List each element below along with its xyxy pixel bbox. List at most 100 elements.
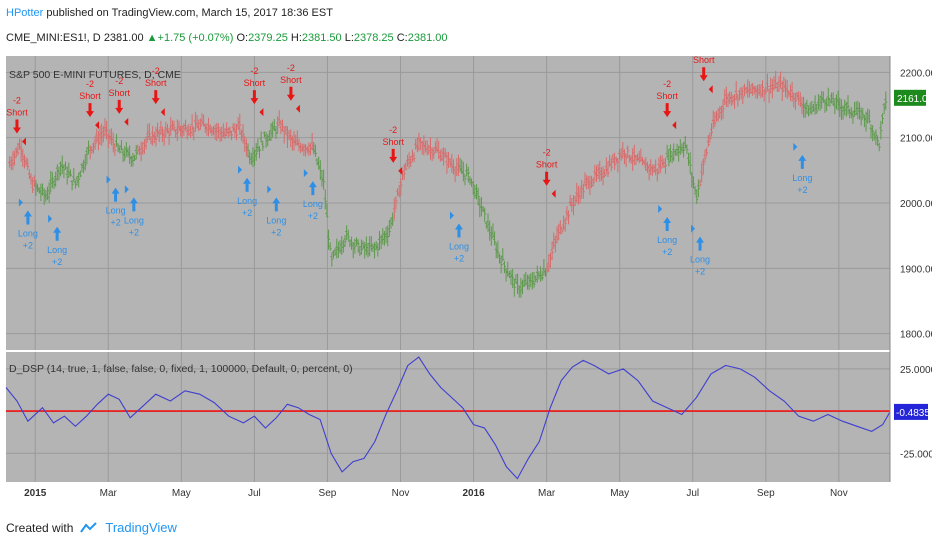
ohlc-bar <box>544 268 548 277</box>
price-bars <box>8 70 888 298</box>
oscillator-title: D_DSP (14, true, 1, false, false, 0, fix… <box>9 363 353 375</box>
long-signal-qty: +2 <box>242 208 252 218</box>
osc-value-tag-text: -0.4835 <box>896 408 930 419</box>
ohlc-bar <box>713 112 717 128</box>
ohlc-bar <box>322 169 326 190</box>
price-tick-label: 2100.00 <box>900 134 932 145</box>
long-marker-icon <box>658 205 663 213</box>
short-signal: -2 Short <box>244 66 266 117</box>
ohlc-bar <box>198 118 202 130</box>
time-tick-label: Mar <box>100 488 118 499</box>
close-value: 2381.00 <box>407 32 448 44</box>
oscillator-pane[interactable]: D_DSP (14, true, 1, false, false, 0, fix… <box>5 352 932 482</box>
long-marker-icon <box>238 165 243 174</box>
ohlc-bar <box>327 229 331 250</box>
long-signal: Long +2 <box>792 142 812 195</box>
ohlc-bar <box>83 154 87 171</box>
low-label: L: <box>344 32 354 44</box>
osc-tick-label: -25.0000 <box>900 449 932 460</box>
time-tick-label: 2015 <box>24 488 47 499</box>
ohlc-bar <box>162 129 166 146</box>
ohlc-bar <box>85 147 89 165</box>
ohlc-bar <box>496 240 500 259</box>
last-price-value: 2381.00 <box>103 32 144 44</box>
long-signal-qty: +2 <box>662 247 672 257</box>
ohlc-bar <box>147 123 151 140</box>
time-tick-label: Nov <box>830 488 848 499</box>
short-arrow-icon <box>12 119 21 134</box>
short-signal: -2 Short <box>6 95 28 146</box>
long-signal-qty: +2 <box>271 227 281 237</box>
ohlc-bar <box>399 178 403 196</box>
ohlc-bar <box>402 163 406 180</box>
tradingview-brand[interactable]: TradingView <box>105 520 177 535</box>
short-signal-qty: -2 <box>152 66 160 76</box>
ohlc-bar <box>560 226 564 235</box>
time-tick-label: Jul <box>686 488 699 499</box>
short-marker-icon <box>259 108 264 117</box>
short-marker-icon <box>21 137 26 146</box>
ohlc-bar <box>466 166 470 183</box>
ohlc-bar <box>463 174 467 186</box>
ohlc-bar <box>626 145 630 158</box>
long-signal: Long +2 <box>449 211 469 264</box>
oscillator-grid <box>6 352 890 482</box>
high-label: H: <box>290 32 302 44</box>
ohlc-bar <box>705 147 709 157</box>
osc-value-tag-bg <box>894 403 928 420</box>
short-signal-label: Short <box>145 78 167 88</box>
price-axis: 2200.00 2100.00 2000.00 1900.00 1800.00 <box>900 68 932 340</box>
ohlc-bar <box>77 172 81 188</box>
ohlc-bar <box>703 149 707 163</box>
long-marker-icon <box>303 169 308 178</box>
ohlc-bar <box>685 144 689 155</box>
ohlc-bar <box>501 248 505 262</box>
ohlc-bar <box>26 158 30 170</box>
time-tick-label: Sep <box>319 488 337 499</box>
ohlc-bar <box>591 177 595 187</box>
ohlc-bar <box>616 157 620 173</box>
ohlc-bar <box>31 177 35 194</box>
ohlc-bar <box>154 127 158 147</box>
publish-text: published on TradingView.com, March 15, … <box>43 7 333 19</box>
ohlc-bar <box>476 187 480 206</box>
long-arrow-icon <box>23 210 32 225</box>
osc-tick-label: 25.0000 <box>900 365 932 376</box>
short-signal-label: Short <box>6 107 28 117</box>
short-signal: -2 Short <box>536 148 558 198</box>
short-marker-icon <box>551 189 556 198</box>
low-value: 2378.25 <box>353 32 394 44</box>
ohlc-bar <box>346 229 350 241</box>
long-signal-label: Long <box>303 199 323 209</box>
short-marker-icon <box>124 117 129 126</box>
last-price-tag: 2161.00 <box>894 89 932 106</box>
short-signal-qty: -2 <box>287 63 295 73</box>
ohlc-bar <box>483 207 487 223</box>
long-signal-label: Long <box>124 215 144 225</box>
long-marker-icon <box>48 214 53 223</box>
open-label: O: <box>236 32 249 44</box>
short-marker-icon <box>160 108 165 117</box>
author-link[interactable]: HPotter <box>6 7 44 19</box>
ohlc-bar <box>688 152 692 174</box>
publish-info: HPotter published on TradingView.com, Ma… <box>6 7 333 19</box>
ohlc-bar <box>119 140 123 151</box>
short-signal: -2 Short <box>108 76 130 126</box>
long-signal-label: Long <box>18 228 38 238</box>
ohlc-bar <box>394 196 398 210</box>
ohlc-bar <box>815 103 819 114</box>
ohlc-bar <box>708 132 712 143</box>
short-arrow-icon <box>663 103 672 118</box>
short-signal-label: Short <box>382 137 404 147</box>
long-signal-label: Long <box>47 245 67 255</box>
footer: Created with TradingView <box>6 520 177 535</box>
long-arrow-icon <box>663 217 672 231</box>
long-marker-icon <box>18 198 23 207</box>
long-signal-label: Long <box>792 173 812 183</box>
ohlc-bar <box>328 242 332 251</box>
ohlc-bar <box>700 162 704 183</box>
ohlc-bar <box>432 147 436 159</box>
ohlc-bar <box>698 179 702 188</box>
